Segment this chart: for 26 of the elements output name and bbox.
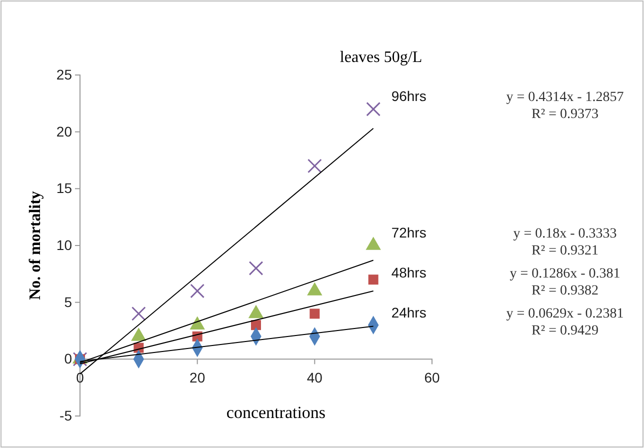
y-tick-label: 25 — [56, 66, 72, 82]
text: R² = 0.9321 — [532, 244, 598, 258]
y-axis-title: No. of mortality — [27, 191, 44, 300]
series-label: 72hrs — [391, 224, 426, 240]
y-tick-label: 5 — [64, 294, 72, 310]
text: y = 0.0629x - 0.2381 — [506, 306, 624, 322]
x-tick-label: 20 — [190, 370, 206, 386]
y-tick-label: 15 — [56, 180, 72, 196]
series-label: 24hrs — [391, 304, 426, 320]
y-tick-label: -5 — [60, 407, 72, 424]
x-tick-label: 60 — [424, 370, 440, 386]
text: y = 0.4314x - 1.2857 — [506, 90, 624, 106]
y-tick-label: 0 — [64, 350, 72, 367]
x-tick-label: 0 — [76, 370, 84, 386]
x-axis-title: concentrations — [226, 403, 326, 422]
text: y = 0.1286x - 0.381 — [510, 266, 620, 282]
series-label: 96hrs — [391, 88, 426, 104]
series-label: 48hrs — [391, 264, 426, 280]
chart-title: leaves 50g/L — [340, 49, 422, 66]
text: R² = 0.9429 — [532, 324, 598, 338]
y-tick-label: 10 — [56, 236, 72, 253]
text: R² = 0.9373 — [532, 107, 598, 122]
x-tick-label: 40 — [306, 370, 323, 386]
text: R² = 0.9382 — [532, 284, 598, 298]
y-tick-label: 20 — [56, 123, 72, 140]
text: y = 0.18x - 0.3333 — [513, 226, 617, 242]
